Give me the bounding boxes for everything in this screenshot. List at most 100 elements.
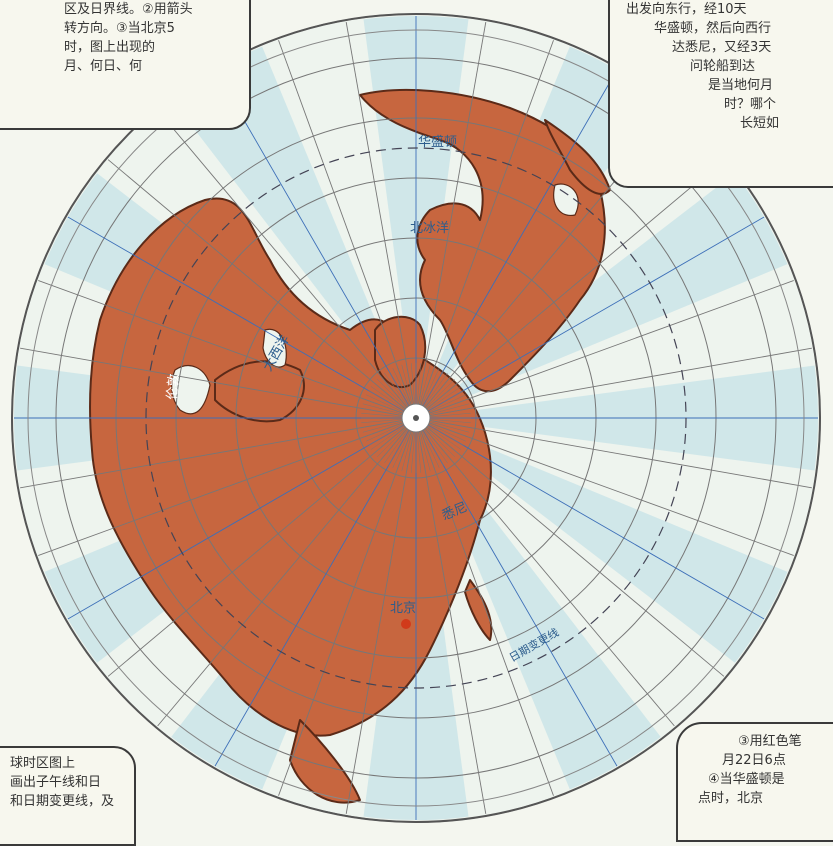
meridian-line <box>106 426 406 679</box>
polar-tick <box>368 424 405 446</box>
polar-tick <box>366 423 404 442</box>
polar-tick <box>420 366 436 405</box>
meridian-line <box>36 279 403 414</box>
note-bottom-left: 球时区图上 画出子午线和日 和日期变更线，及 <box>0 746 136 846</box>
meridian-line <box>155 428 408 728</box>
polar-tick <box>428 394 466 413</box>
beijing-dot-icon <box>401 619 411 629</box>
polar-tick <box>429 412 471 418</box>
polar-tick <box>420 431 436 470</box>
note-br-line-4: 点时，北京 <box>698 791 764 806</box>
polar-tick <box>418 431 426 473</box>
inner-ring <box>27 29 805 807</box>
polar-tick <box>427 425 462 450</box>
note-br-line-2: 月22日6点 <box>722 753 786 768</box>
meridian-line <box>106 157 406 410</box>
meridian-line <box>417 20 487 405</box>
southeast-asia-landmass <box>289 719 361 804</box>
meridian-line <box>277 431 412 798</box>
polar-tick <box>373 426 406 454</box>
polar-tick <box>429 422 468 438</box>
meridian-line <box>427 215 767 412</box>
note-br-line-1: ③用红色笔 <box>738 734 802 749</box>
meridian-line <box>420 38 555 405</box>
polar-tick <box>401 364 413 405</box>
meridian-line <box>422 67 619 407</box>
polar-tick <box>427 386 462 411</box>
polar-tick <box>392 368 411 406</box>
meridian-line <box>345 431 415 816</box>
polar-tick <box>421 368 440 406</box>
polar-tick <box>425 378 456 409</box>
polar-tick <box>401 431 413 472</box>
polar-tick <box>429 418 471 424</box>
meridian-line <box>18 347 403 417</box>
polar-tick <box>429 398 468 414</box>
time-zone-band <box>170 44 416 418</box>
polar-tick <box>427 424 464 446</box>
note-bl-line-3: 和日期变更线，及 <box>10 794 115 809</box>
polar-tick <box>424 428 452 461</box>
meridian-line <box>65 215 405 412</box>
meridian-line <box>420 431 555 798</box>
polar-tick <box>380 375 408 408</box>
water-bodies <box>171 183 579 415</box>
polar-tick <box>424 375 452 408</box>
polar-tick <box>421 430 440 468</box>
polar-tick <box>418 363 426 405</box>
note-tl-line-2: 转方向。③当北京5 <box>64 21 175 36</box>
polar-tick <box>410 363 416 405</box>
note-tr-line-6: 时？哪个 <box>724 97 777 112</box>
polar-tick <box>370 425 405 450</box>
polar-tick <box>362 421 403 433</box>
polar-tick <box>373 382 406 410</box>
polar-tick <box>364 422 403 438</box>
note-br-line-3: ④当华盛顿是 <box>708 772 785 787</box>
note-tr-line-5: 是当地何月 <box>708 78 774 93</box>
central-america-landmass <box>544 119 611 195</box>
meridian-line <box>429 422 796 557</box>
meridian-line <box>345 20 415 405</box>
polar-tick <box>388 429 410 466</box>
meridian-line <box>213 67 410 407</box>
meridians <box>14 16 818 820</box>
note-bl-line-1: 球时区图上 <box>10 756 76 771</box>
polar-tick <box>370 386 405 411</box>
note-bottom-right: ③用红色笔 月22日6点 ④当华盛顿是 点时，北京 <box>676 722 833 842</box>
polar-tick <box>427 390 464 412</box>
label-beijing: 北京 <box>390 601 416 616</box>
meridian-line <box>155 108 408 408</box>
polar-tick <box>426 426 459 454</box>
note-tr-line-7: 长短如 <box>740 116 780 131</box>
note-tr-line-3: 达悉尼，又经3天 <box>672 40 772 55</box>
polar-tick <box>368 390 405 412</box>
polar-tick <box>396 366 412 405</box>
note-top-right: 出发向东行，经10天 华盛顿，然后向西行 达悉尼，又经3天 问轮船到达 是当地何… <box>608 0 833 188</box>
outer-ring <box>11 13 821 823</box>
label-london: 伦敦 <box>164 373 182 400</box>
meridian-line <box>65 424 405 621</box>
polar-tick <box>419 364 431 405</box>
note-tr-line-2: 华盛顿，然后向西行 <box>654 21 772 36</box>
polar-tick <box>366 394 404 413</box>
polar-tick <box>364 398 403 414</box>
polar-tick <box>388 370 410 407</box>
polar-tick <box>410 431 416 473</box>
meridian-line <box>427 424 767 621</box>
note-tl-line-1: 区及日界线。②用箭头 <box>64 2 193 17</box>
polar-tick <box>426 382 459 410</box>
meridian-line <box>277 38 412 405</box>
note-bl-line-2: 画出子午线和日 <box>10 775 102 790</box>
polar-tick <box>423 429 448 464</box>
polar-tick <box>384 429 409 464</box>
meridian-line <box>417 431 487 816</box>
polar-tick <box>422 370 444 407</box>
note-tl-line-3: 时，图上出现的 <box>64 40 156 55</box>
europe-landmass <box>214 360 305 423</box>
polar-tick <box>428 423 466 442</box>
note-tr-line-4: 问轮船到达 <box>690 59 756 74</box>
polar-tick <box>406 431 414 473</box>
polar-tick <box>392 430 411 468</box>
meridian-line <box>426 157 726 410</box>
polar-tick <box>425 427 456 458</box>
